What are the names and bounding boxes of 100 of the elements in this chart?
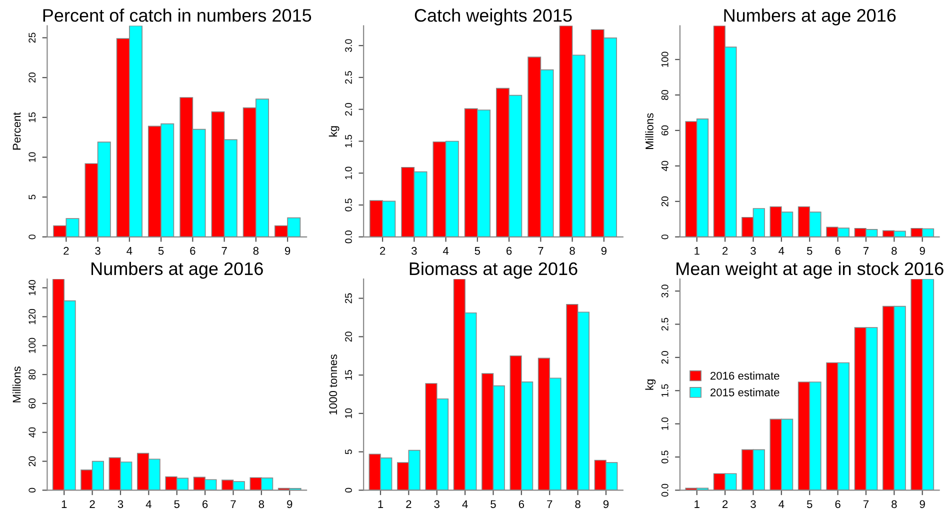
y-tick-label: 2.0: [345, 102, 352, 116]
y-tick-label: 1.5: [345, 134, 352, 148]
x-tick-label: 2: [406, 500, 412, 508]
x-tick-label: 5: [174, 500, 180, 508]
x-tick-label: 5: [806, 500, 812, 508]
x-tick-label: 5: [490, 500, 496, 508]
y-tick-label: 25: [28, 32, 36, 43]
y-tick-label: 1.0: [345, 166, 352, 180]
y-tick-label: 100: [28, 338, 36, 353]
y-tick-label: 10: [345, 408, 352, 418]
x-tick-label: 9: [920, 246, 925, 255]
x-tick-label: 7: [863, 500, 869, 508]
chart-title: Mean weight at age in stock 2016: [676, 262, 944, 279]
y-tick-label: 20: [28, 72, 36, 82]
x-tick-label: 8: [892, 500, 897, 508]
x-tick-label: 5: [158, 247, 164, 255]
y-tick-label: 3.0: [661, 284, 668, 298]
y-tick-label: 2.5: [661, 318, 668, 331]
x-tick-label: 9: [603, 500, 609, 508]
chart-title: Numbers at age 2016: [724, 8, 896, 26]
y-tick-label: 5: [28, 194, 36, 200]
chart-title: Biomass at age 2016: [410, 262, 578, 279]
x-tick-label: 1: [694, 500, 700, 508]
x-tick-label: 9: [920, 500, 925, 508]
y-tick-label: 0: [28, 488, 36, 493]
legend-label: 2016 estimate: [710, 372, 780, 380]
y-tick-label: 1.0: [661, 417, 668, 430]
x-tick-label: 3: [118, 500, 124, 508]
y-tick-label: 80: [661, 90, 668, 100]
x-tick-label: 6: [202, 500, 208, 508]
x-tick-label: 9: [601, 246, 606, 255]
y-tick-label: 2.0: [661, 351, 668, 364]
x-tick-label: 8: [258, 500, 264, 508]
x-tick-label: 6: [835, 500, 840, 508]
x-tick-label: 2: [722, 246, 728, 255]
x-tick-label: 3: [95, 246, 100, 255]
x-tick-label: 6: [518, 500, 524, 508]
x-tick-label: 8: [892, 246, 897, 255]
x-tick-label: 3: [750, 500, 756, 508]
x-tick-label: 4: [126, 247, 132, 255]
legend-label: 2015 estimate: [710, 388, 780, 396]
x-tick-label: 7: [222, 247, 227, 255]
x-tick-label: 3: [412, 246, 417, 255]
y-tick-label: 20: [28, 456, 36, 466]
y-tick-label: 0.5: [345, 198, 352, 212]
y-tick-label: 5: [345, 450, 352, 454]
x-tick-label: 4: [442, 247, 449, 255]
x-tick-label: 2: [90, 500, 95, 508]
x-tick-label: 1: [694, 247, 700, 255]
x-tick-label: 5: [806, 247, 812, 255]
y-tick-label: 3.0: [345, 39, 352, 52]
x-tick-label: 7: [538, 247, 544, 255]
x-tick-label: 7: [863, 247, 869, 255]
y-tick-label: 60: [28, 398, 36, 408]
y-tick-label: 0: [28, 234, 36, 240]
x-tick-label: 4: [778, 500, 784, 508]
y-tick-label: 100: [661, 52, 668, 67]
y-axis-title: kg: [645, 380, 656, 390]
y-tick-label: 15: [28, 112, 36, 122]
chart-title: Percent of catch in numbers 2015: [43, 8, 312, 22]
x-tick-label: 7: [547, 500, 552, 508]
y-tick-label: 20: [661, 196, 668, 206]
y-tick-label: 0.5: [661, 450, 668, 464]
y-tick-label: 140: [28, 280, 36, 296]
y-tick-label: 2.5: [345, 71, 352, 84]
x-tick-label: 2: [722, 500, 728, 508]
x-tick-label: 1: [378, 500, 384, 508]
x-tick-label: 8: [570, 246, 575, 255]
y-tick-label: 80: [28, 370, 36, 380]
x-tick-label: 1: [62, 500, 67, 508]
y-axis-title: 1000 tonnes: [329, 354, 338, 414]
y-tick-label: 20: [345, 332, 352, 342]
y-axis-title: Percent: [12, 112, 21, 150]
x-tick-label: 2: [64, 246, 69, 255]
y-axis-title: Millions: [645, 113, 654, 149]
x-tick-label: 8: [575, 500, 580, 508]
x-tick-label: 6: [506, 246, 512, 255]
x-tick-label: 9: [287, 500, 292, 508]
y-tick-label: 25: [345, 293, 352, 304]
y-tick-label: 40: [28, 427, 36, 438]
x-tick-label: 4: [778, 247, 784, 255]
y-tick-label: 40: [661, 160, 668, 172]
y-tick-label: 0.0: [345, 230, 352, 244]
x-tick-label: 3: [750, 246, 756, 255]
x-tick-label: 8: [253, 246, 259, 255]
y-axis-title: Millions: [12, 366, 21, 402]
y-axis-title: kg: [328, 126, 340, 136]
x-tick-label: 7: [230, 500, 236, 508]
x-tick-label: 3: [434, 500, 440, 508]
y-tick-label: 15: [345, 370, 352, 380]
y-tick-label: 0.0: [661, 484, 668, 497]
x-tick-label: 6: [835, 246, 840, 255]
y-tick-label: 0: [345, 488, 352, 493]
y-tick-label: 1.5: [662, 384, 668, 397]
y-tick-label: 0: [661, 234, 668, 240]
x-tick-label: 5: [474, 247, 480, 255]
y-tick-label: 60: [661, 125, 668, 136]
x-tick-label: 2: [380, 246, 386, 255]
chart-title: Catch weights 2015: [414, 8, 572, 26]
x-tick-label: 6: [190, 246, 196, 255]
